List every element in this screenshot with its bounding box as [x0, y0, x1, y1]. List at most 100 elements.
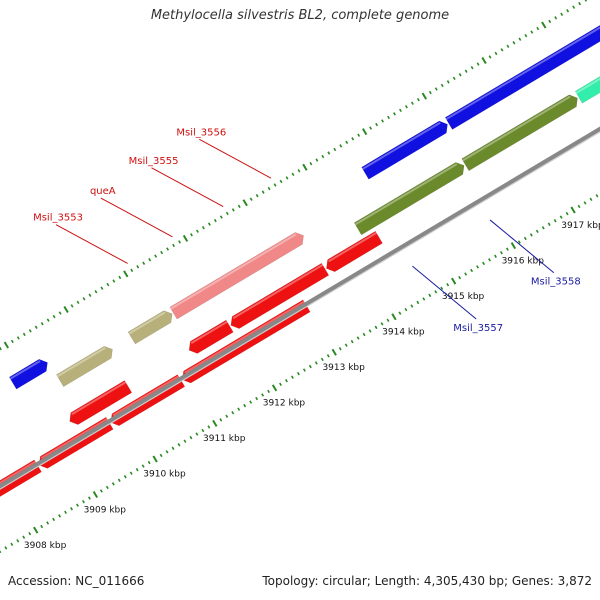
minor-tick — [154, 254, 158, 258]
minor-tick — [123, 475, 127, 479]
minor-tick — [512, 41, 516, 45]
minor-tick — [380, 322, 384, 326]
minor-tick — [500, 48, 504, 52]
minor-tick — [476, 62, 480, 66]
major-tick — [361, 128, 368, 136]
minor-tick — [40, 322, 44, 326]
minor-tick — [517, 240, 521, 244]
minor-tick — [82, 499, 85, 504]
minor-tick — [237, 407, 241, 411]
minor-tick — [470, 65, 474, 70]
cds-highlight — [354, 163, 458, 226]
minor-tick — [82, 297, 86, 301]
minor-tick — [52, 517, 56, 522]
minor-tick — [499, 251, 503, 255]
cds-highlight — [190, 320, 228, 345]
minor-tick — [488, 55, 492, 59]
gene-label: Msil_3558 — [531, 277, 581, 288]
major-tick — [242, 199, 248, 207]
minor-tick — [368, 329, 372, 333]
minor-tick — [16, 539, 20, 543]
minor-tick — [58, 311, 62, 315]
minor-tick — [160, 250, 164, 255]
scale-label: 3912 kbp — [263, 399, 306, 409]
minor-tick — [327, 151, 331, 155]
major-tick — [391, 313, 397, 321]
minor-tick — [416, 97, 420, 102]
minor-tick — [207, 222, 211, 226]
minor-tick — [315, 158, 319, 162]
minor-tick — [458, 275, 462, 280]
minor-tick — [129, 471, 133, 475]
minor-tick — [547, 222, 551, 226]
minor-tick — [320, 357, 324, 362]
minor-tick — [494, 51, 498, 56]
minor-tick — [446, 80, 450, 84]
minor-tick — [166, 247, 170, 251]
minor-tick — [375, 122, 379, 127]
minor-tick — [523, 236, 527, 241]
cds-highlight — [40, 418, 108, 459]
minor-tick — [46, 318, 50, 322]
cds-feature — [353, 162, 465, 236]
minor-tick — [482, 261, 485, 266]
minor-tick — [535, 229, 539, 234]
minor-tick — [267, 186, 271, 191]
minor-tick — [351, 137, 355, 141]
minor-tick — [261, 393, 265, 397]
minor-tick — [70, 304, 74, 308]
minor-tick — [309, 161, 313, 166]
minor-tick — [64, 510, 68, 515]
minor-tick — [416, 300, 420, 305]
minor-tick — [195, 229, 199, 233]
minor-tick — [52, 314, 56, 319]
minor-tick — [201, 225, 205, 230]
minor-tick — [243, 403, 247, 408]
minor-tick — [440, 286, 444, 290]
major-tick — [3, 341, 10, 349]
cds-highlight — [112, 375, 180, 417]
minor-tick — [387, 115, 390, 120]
cds-feature — [8, 359, 48, 390]
minor-tick — [428, 293, 432, 298]
cds-feature — [444, 24, 600, 130]
scale-label: 3917 kbp — [561, 221, 600, 231]
minor-tick — [111, 482, 115, 486]
cds-feature — [361, 120, 448, 180]
minor-tick — [398, 311, 402, 315]
minor-tick — [548, 19, 552, 24]
cds-highlight — [462, 95, 571, 162]
minor-tick — [410, 101, 414, 105]
minor-tick — [285, 379, 288, 383]
cds-highlight — [56, 347, 106, 378]
scale-label: 3911 kbp — [203, 434, 246, 444]
minor-tick — [308, 364, 312, 369]
minor-tick — [458, 73, 462, 77]
minor-tick — [136, 265, 140, 269]
major-tick — [510, 242, 517, 250]
gene-leader-line — [199, 138, 272, 179]
minor-tick — [536, 26, 540, 31]
minor-tick — [566, 9, 570, 13]
minor-tick — [58, 514, 62, 518]
minor-tick — [393, 112, 396, 116]
minor-tick — [249, 197, 253, 201]
minor-tick — [404, 307, 408, 312]
minor-tick — [524, 33, 528, 38]
minor-tick — [530, 30, 534, 34]
minor-tick — [190, 233, 193, 237]
minor-tick — [434, 290, 438, 294]
minor-tick — [374, 325, 378, 330]
minor-tick — [231, 208, 235, 212]
genome-stats: Topology: circular; Length: 4,305,430 bp… — [262, 574, 592, 588]
minor-tick — [189, 435, 193, 440]
gene-label: Msil_3557 — [453, 323, 503, 334]
minor-tick — [219, 215, 223, 219]
minor-tick — [386, 318, 390, 322]
major-tick — [271, 384, 278, 392]
minor-tick — [362, 332, 366, 337]
scale-label: 3908 kbp — [24, 541, 67, 551]
minor-tick — [297, 169, 301, 173]
minor-tick — [22, 332, 26, 337]
minor-tick — [34, 325, 38, 329]
